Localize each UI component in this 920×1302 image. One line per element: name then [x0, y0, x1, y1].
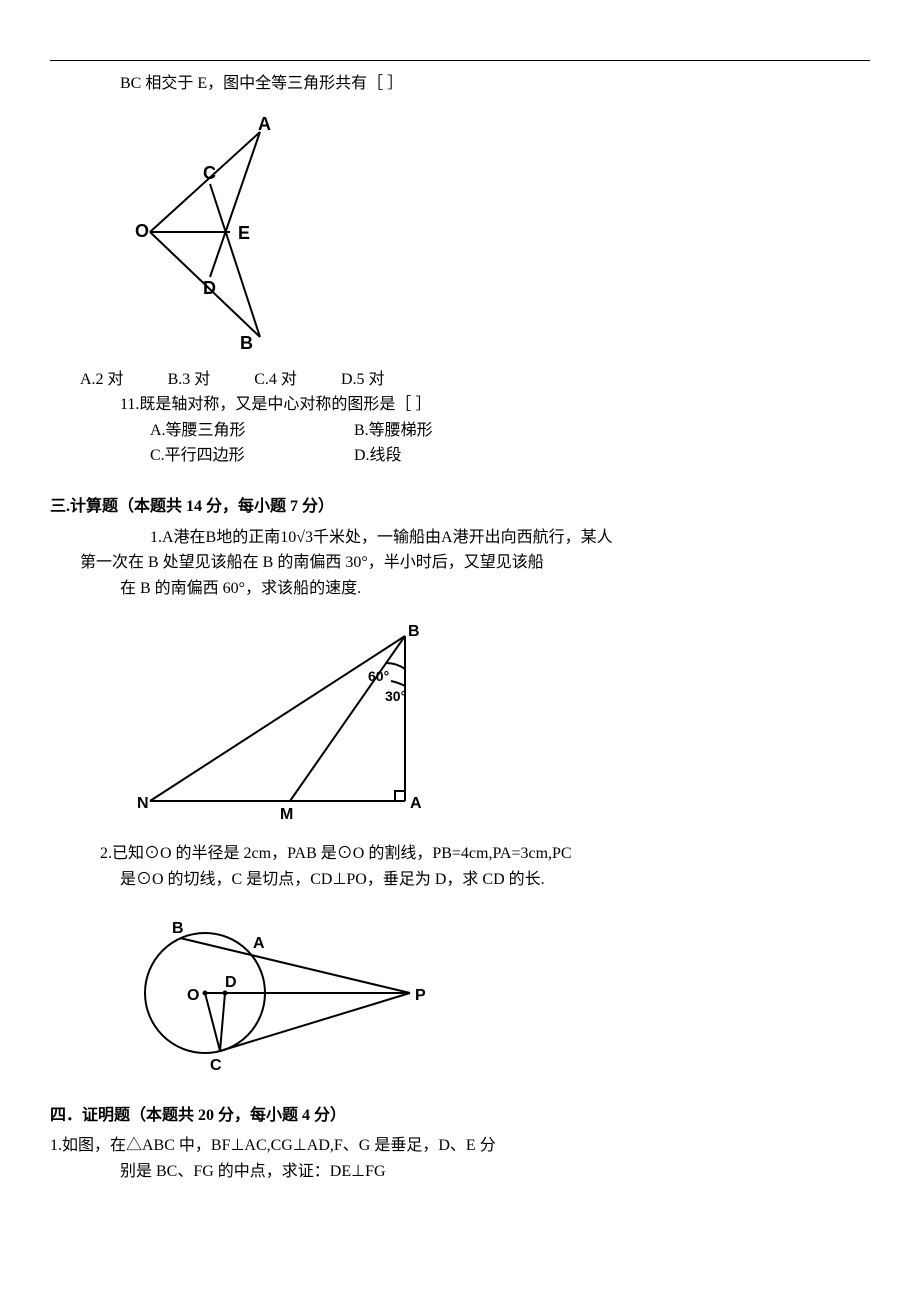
q11-options-row1: A.等腰三角形 B.等腰梯形 [150, 418, 870, 444]
q11-option-a: A.等腰三角形 [150, 418, 350, 444]
label-b3: B [172, 920, 184, 937]
label-p3: P [415, 987, 426, 1004]
q10-figure: A C O E D B [130, 112, 870, 352]
q11-option-c: C.平行四边形 [150, 443, 350, 469]
label-c3: C [210, 1057, 222, 1074]
label-o: O [135, 221, 149, 241]
q10-option-d: D.5 对 [341, 367, 385, 393]
section3-title: 三.计算题（本题共 14 分，每小题 7 分） [50, 494, 870, 520]
q11-option-b: B.等腰梯形 [354, 422, 433, 439]
label-30: 30° [385, 688, 406, 704]
q10-option-a: A.2 对 [80, 367, 124, 393]
label-a: A [258, 114, 271, 134]
label-e: E [238, 223, 250, 243]
q10-option-b: B.3 对 [168, 367, 211, 393]
q10-stem-fragment: BC 相交于 E，图中全等三角形共有［ ］ [120, 71, 870, 97]
q11-option-d: D.线段 [354, 447, 402, 464]
s4q1-line2: 别是 BC、FG 的中点，求证：DE⊥FG [120, 1159, 870, 1185]
q10-option-c: C.4 对 [254, 367, 297, 393]
s3q1-line1: 1.A港在B地的正南10√3千米处，一输船由A港开出向西航行，某人 [150, 525, 870, 551]
label-m: M [280, 806, 293, 823]
q10-options: A.2 对 B.3 对 C.4 对 D.5 对 [80, 367, 870, 393]
label-c: C [203, 163, 216, 183]
label-a2: A [410, 795, 422, 812]
label-o3: O [187, 987, 199, 1004]
q11-stem: 11.既是轴对称，又是中心对称的图形是［ ］ [120, 392, 870, 418]
page-top-rule [50, 60, 870, 61]
s3q2-line1: 2.已知⊙O 的半径是 2cm，PAB 是⊙O 的割线，PB=4cm,PA=3c… [100, 841, 870, 867]
s3q1-line2: 第一次在 B 处望见该船在 B 的南偏西 30°，半小时后，又望见该船 [80, 550, 870, 576]
label-d3: D [225, 974, 237, 991]
s3q1-figure: B 60° 30° N M A [130, 616, 870, 826]
s3q2-figure: B A O D P C [130, 908, 870, 1078]
s3q2-line2: 是⊙O 的切线，C 是切点，CD⊥PO，垂足为 D，求 CD 的长. [120, 867, 870, 893]
label-n: N [137, 795, 149, 812]
section4-title: 四．证明题（本题共 20 分，每小题 4 分） [50, 1103, 870, 1129]
label-60: 60° [368, 668, 389, 684]
q11-options-row2: C.平行四边形 D.线段 [150, 443, 870, 469]
label-a3: A [253, 935, 265, 952]
s4q1-line1: 1.如图，在△ABC 中，BF⊥AC,CG⊥AD,F、G 是垂足，D、E 分 [50, 1133, 870, 1159]
s3q1-line3: 在 B 的南偏西 60°，求该船的速度. [120, 576, 870, 602]
label-d: D [203, 278, 216, 298]
label-b2: B [408, 623, 420, 640]
label-b: B [240, 333, 253, 352]
